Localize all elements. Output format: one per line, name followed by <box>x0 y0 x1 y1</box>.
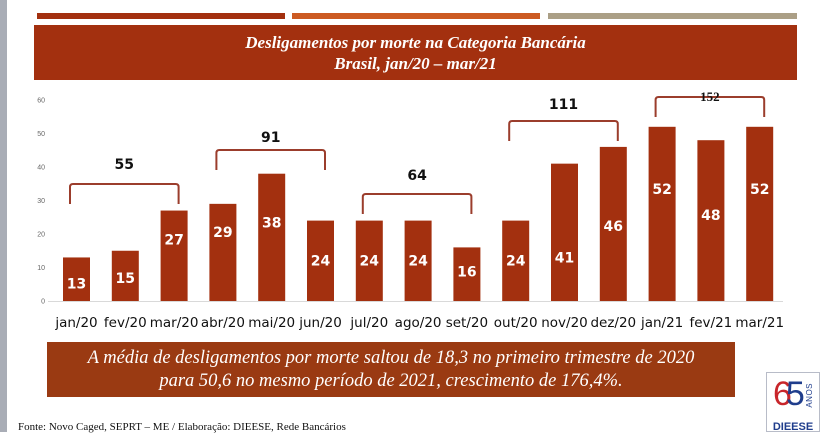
dieese-65-anos-logo: 65 ANOS DIEESE <box>766 372 820 432</box>
x-tick-labels-group: jan/20 fev/20 mar/20 abr/20 mai/20 jun/20 jul/… <box>54 315 784 331</box>
x-tick-label: dez/20 <box>590 315 636 331</box>
quarter-total-label: 111 <box>549 97 578 113</box>
bar-value-label: 46 <box>604 219 623 235</box>
caption-line-1: A média de desligamentos por morte salto… <box>87 347 695 368</box>
bar <box>697 140 725 301</box>
bar <box>551 163 578 301</box>
y-tick-label: 40 <box>37 165 45 172</box>
logo-five: 5 <box>785 375 805 413</box>
source-note: Fonte: Novo Caged, SEPRT – ME / Elaboraç… <box>18 421 346 433</box>
bar <box>599 146 627 301</box>
quarter-total-label: 55 <box>115 157 134 173</box>
bar <box>453 247 481 301</box>
y-tick-label: 50 <box>37 131 45 138</box>
bar <box>307 220 334 301</box>
quarter-total-label: 152 <box>700 89 720 104</box>
bar <box>404 220 432 301</box>
bar-value-label: 13 <box>67 276 86 292</box>
caption-line-2: para 50,6 no mesmo período de 2021, cres… <box>159 370 623 391</box>
x-tick-label: jan/20 <box>54 315 97 331</box>
bar <box>502 220 530 301</box>
bar-chart: 0 10 20 30 40 50 60 13 15 27 29 38 24 24 24 16 24 41 46 52… <box>37 89 784 331</box>
x-tick-label: nov/20 <box>541 315 588 331</box>
bar <box>746 126 774 301</box>
x-tick-label: jan/21 <box>640 315 683 331</box>
quarter-bracket <box>508 120 619 141</box>
y-tick-label: 30 <box>37 198 45 205</box>
bar-value-label: 24 <box>408 254 428 270</box>
y-tick-label: 20 <box>37 232 45 239</box>
quarter-bracket <box>215 149 326 170</box>
logo-name: DIEESE <box>772 421 814 432</box>
bar <box>63 257 90 301</box>
bar-value-label: 52 <box>652 182 671 198</box>
decorative-bar-3 <box>548 13 797 19</box>
bar-value-label: 27 <box>164 233 183 249</box>
x-tick-label: abr/20 <box>201 315 245 331</box>
x-tick-label: fev/21 <box>690 315 733 331</box>
bar-value-label: 16 <box>457 264 476 280</box>
x-tick-label: mar/21 <box>735 315 784 331</box>
logo-number: 65 <box>773 375 805 413</box>
y-axis: 0 10 20 30 40 50 60 <box>37 98 45 306</box>
bar-value-label: 24 <box>311 254 331 270</box>
bar <box>160 210 188 301</box>
x-tick-label: out/20 <box>494 315 538 331</box>
bar-value-label: 48 <box>701 208 720 224</box>
left-edge-strip <box>0 0 7 432</box>
bar-value-label: 15 <box>116 271 135 287</box>
value-labels-group: 13 15 27 29 38 24 24 24 16 24 41 46 52 48 52 <box>67 182 770 293</box>
y-tick-label: 0 <box>41 299 45 306</box>
quarter-brackets-group: 55 91 64 111 152 <box>69 89 766 214</box>
chart-title-line-1: Desligamentos por morte na Categoria Ban… <box>245 32 586 52</box>
bar <box>111 250 139 301</box>
bar-value-label: 52 <box>750 182 769 198</box>
chart-title-box: Desligamentos por morte na Categoria Ban… <box>34 25 797 80</box>
quarter-total-label: 91 <box>261 130 280 146</box>
x-tick-label: mai/20 <box>248 315 295 331</box>
logo-anos: ANOS <box>805 383 814 408</box>
x-tick-label: ago/20 <box>395 315 442 331</box>
bar-value-label: 24 <box>360 254 380 270</box>
bar <box>209 203 237 301</box>
x-tick-label: mar/20 <box>150 315 199 331</box>
quarter-bracket <box>361 193 473 214</box>
bar-value-label: 24 <box>506 254 526 270</box>
bar <box>648 126 676 301</box>
x-tick-label: jul/20 <box>349 315 388 331</box>
bar <box>355 220 383 301</box>
y-tick-label: 60 <box>37 98 45 105</box>
bar-value-label: 38 <box>262 216 281 232</box>
y-tick-label: 10 <box>37 265 45 272</box>
x-tick-label: jun/20 <box>298 315 342 331</box>
x-tick-label: set/20 <box>446 315 488 331</box>
quarter-total-label: 64 <box>407 168 427 184</box>
bar-value-label: 29 <box>213 225 232 241</box>
decorative-bar-1 <box>37 13 285 19</box>
chart-title-line-2: Brasil, jan/20 – mar/21 <box>334 53 497 73</box>
quarter-bracket <box>69 183 180 204</box>
caption-box: A média de desligamentos por morte salto… <box>47 342 735 397</box>
decorative-bar-2 <box>292 13 540 19</box>
x-tick-label: fev/20 <box>104 315 147 331</box>
quarter-bracket <box>654 96 766 117</box>
bar-value-label: 41 <box>555 251 574 267</box>
bar <box>258 173 286 301</box>
logo-six: 6 <box>773 375 792 413</box>
bars-group <box>63 126 774 301</box>
